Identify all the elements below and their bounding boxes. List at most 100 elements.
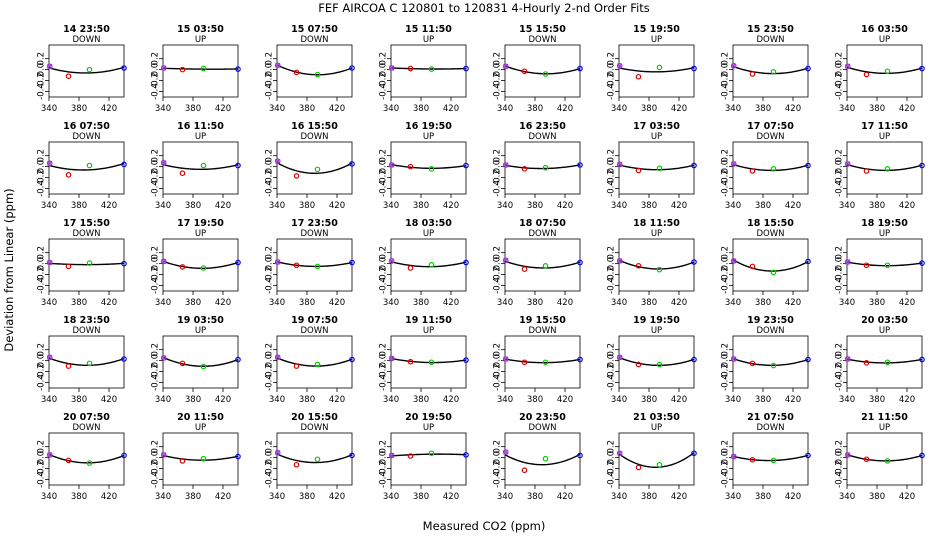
data-point bbox=[502, 356, 509, 362]
x-tick-label: 380 bbox=[527, 395, 543, 405]
x-tick-label: 380 bbox=[413, 201, 429, 211]
data-point bbox=[46, 354, 53, 361]
panel-direction: UP bbox=[423, 423, 434, 433]
fit-curve bbox=[846, 163, 923, 172]
y-tick-label: -0.4 bbox=[151, 83, 161, 100]
y-tick-label: -0.2 bbox=[37, 169, 47, 186]
panel-frame bbox=[48, 432, 125, 486]
data-point-cross bbox=[47, 354, 53, 360]
x-tick-label: 340 bbox=[611, 492, 627, 502]
y-tick-label: -0.2 bbox=[493, 72, 503, 89]
panel-frame bbox=[48, 335, 125, 389]
x-axis-label: Measured CO2 (ppm) bbox=[423, 519, 546, 533]
panel-title: 17 19:50 bbox=[177, 218, 224, 229]
y-tick-label: -0.2 bbox=[37, 363, 47, 380]
y-tick-label: 0.2 bbox=[607, 52, 617, 66]
panel-title: 19 23:50 bbox=[747, 315, 794, 326]
data-point bbox=[577, 162, 583, 168]
fit-curve bbox=[732, 163, 809, 172]
y-tick-label: -0.2 bbox=[493, 266, 503, 283]
panel-direction: DOWN bbox=[301, 423, 329, 433]
x-tick-label: 380 bbox=[527, 492, 543, 502]
y-tick-label: 0.0 bbox=[37, 257, 47, 271]
data-point bbox=[844, 356, 851, 362]
panel-direction: DOWN bbox=[757, 132, 785, 142]
y-tick-label: 0.2 bbox=[37, 440, 47, 454]
x-tick-label: 380 bbox=[71, 298, 87, 308]
data-point-cross bbox=[503, 257, 509, 263]
data-point bbox=[863, 456, 870, 463]
data-point bbox=[314, 71, 321, 78]
y-tick-label: 0.2 bbox=[379, 343, 389, 357]
data-point bbox=[730, 453, 737, 460]
data-point bbox=[919, 162, 925, 169]
data-point bbox=[805, 452, 811, 459]
y-tick-label: -0.4 bbox=[37, 374, 47, 391]
panel-direction: DOWN bbox=[73, 326, 101, 336]
data-point bbox=[121, 161, 127, 168]
x-tick-label: 340 bbox=[383, 201, 399, 211]
data-point bbox=[749, 263, 756, 270]
fit-curve bbox=[162, 454, 239, 461]
data-point bbox=[388, 258, 395, 264]
y-tick-label: 0.2 bbox=[721, 246, 731, 260]
data-point bbox=[200, 265, 207, 271]
x-tick-label: 340 bbox=[383, 492, 399, 502]
y-tick-label: 0.2 bbox=[835, 52, 845, 66]
x-tick-label: 340 bbox=[269, 395, 285, 405]
y-tick-label: -0.4 bbox=[835, 471, 845, 488]
data-point bbox=[884, 68, 891, 75]
data-point bbox=[235, 356, 241, 363]
x-tick-label: 380 bbox=[527, 201, 543, 211]
data-point bbox=[884, 458, 891, 464]
data-point-cross bbox=[275, 354, 281, 360]
x-tick-label: 340 bbox=[155, 395, 171, 405]
x-tick-label: 340 bbox=[41, 395, 57, 405]
data-point bbox=[730, 356, 737, 362]
y-tick-label: 0.2 bbox=[607, 343, 617, 357]
panel-direction: UP bbox=[879, 229, 890, 239]
panel-title: 19 11:50 bbox=[405, 315, 452, 326]
panel-title: 21 03:50 bbox=[633, 412, 680, 423]
y-tick-label: -0.2 bbox=[721, 72, 731, 89]
y-tick-label: -0.2 bbox=[379, 72, 389, 89]
data-point bbox=[463, 259, 469, 266]
y-tick-label: 0.2 bbox=[151, 246, 161, 260]
chart-title: FEF AIRCOA C 120801 to 120831 4-Hourly 2… bbox=[318, 1, 650, 15]
data-point bbox=[844, 452, 851, 458]
panel-direction: DOWN bbox=[529, 326, 557, 336]
fit-curve bbox=[48, 357, 125, 367]
panel-direction: UP bbox=[195, 229, 206, 239]
panel-title: 15 15:50 bbox=[519, 24, 566, 35]
y-tick-label: -0.4 bbox=[379, 83, 389, 100]
x-tick-label: 380 bbox=[299, 492, 315, 502]
x-tick-label: 420 bbox=[671, 492, 687, 502]
y-tick-label: -0.2 bbox=[607, 460, 617, 477]
data-point bbox=[46, 63, 53, 70]
y-tick-label: 0.0 bbox=[37, 160, 47, 174]
y-tick-label: -0.2 bbox=[607, 363, 617, 380]
y-tick-label: 0.2 bbox=[151, 52, 161, 66]
fit-curve bbox=[162, 260, 239, 270]
x-tick-label: 340 bbox=[611, 298, 627, 308]
data-point bbox=[121, 65, 127, 71]
panel-title: 19 15:50 bbox=[519, 315, 566, 326]
x-tick-label: 380 bbox=[413, 395, 429, 405]
y-tick-label: -0.4 bbox=[151, 180, 161, 197]
panel-direction: UP bbox=[195, 35, 206, 45]
y-tick-label: -0.4 bbox=[835, 83, 845, 100]
data-point-cross bbox=[731, 453, 737, 460]
data-point bbox=[919, 452, 925, 459]
panel-direction: UP bbox=[651, 132, 662, 142]
panel-title: 16 19:50 bbox=[405, 121, 452, 132]
